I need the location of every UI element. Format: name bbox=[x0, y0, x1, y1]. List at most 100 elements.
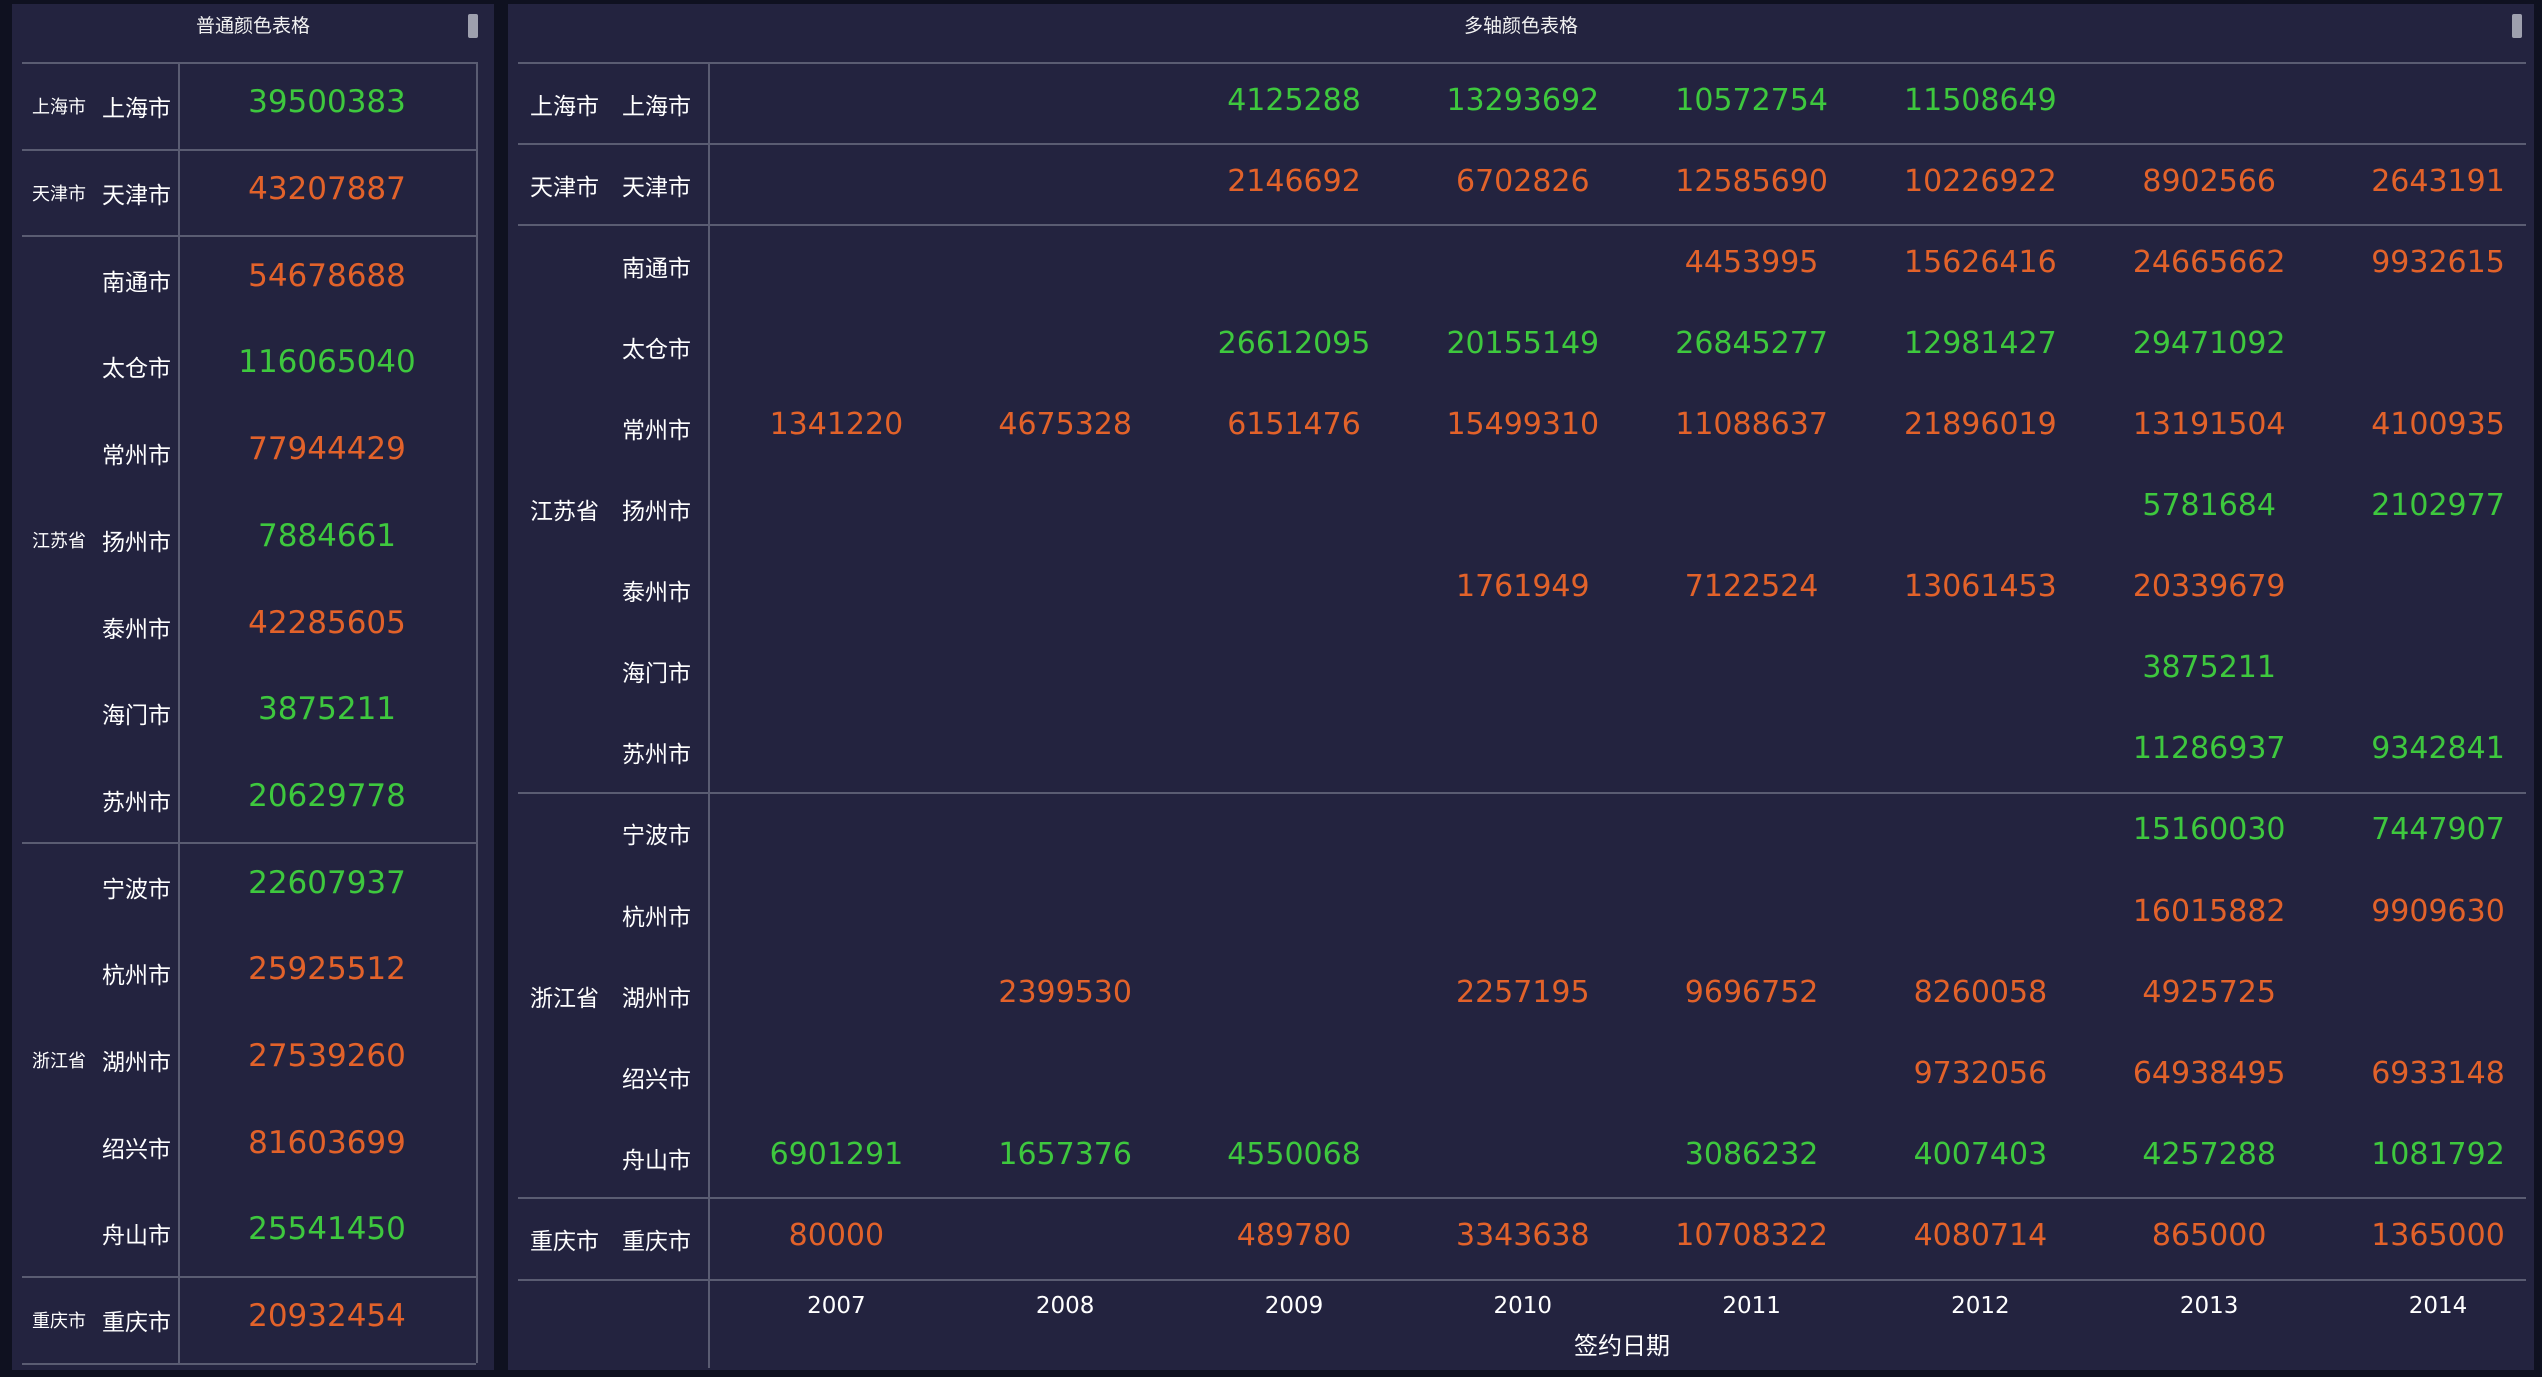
city-label: 重庆市 bbox=[622, 1228, 691, 1255]
province-label: 天津市 bbox=[530, 174, 599, 201]
city-label: 扬州市 bbox=[622, 499, 691, 526]
value-cell: 1081792 bbox=[2371, 1136, 2505, 1172]
value-cell: 15499310 bbox=[1446, 406, 1600, 442]
value-cell: 10708322 bbox=[1675, 1217, 1828, 1253]
city-label: 舟山市 bbox=[102, 1223, 171, 1250]
city-label: 杭州市 bbox=[622, 904, 691, 931]
city-label: 太仓市 bbox=[622, 336, 691, 363]
city-label: 宁波市 bbox=[102, 876, 171, 903]
city-label: 常州市 bbox=[622, 417, 691, 444]
year-tick-label: 2007 bbox=[807, 1292, 866, 1319]
value-cell: 4453995 bbox=[1684, 244, 1819, 280]
year-tick-label: 2012 bbox=[1951, 1292, 2010, 1319]
city-label: 常州市 bbox=[102, 443, 171, 470]
value-cell: 2102977 bbox=[2371, 488, 2505, 524]
city-label: 天津市 bbox=[622, 174, 691, 201]
year-tick-label: 2009 bbox=[1264, 1292, 1324, 1319]
value-cell: 2399530 bbox=[998, 974, 1132, 1010]
value-cell: 64938495 bbox=[2132, 1055, 2286, 1091]
group-divider bbox=[22, 235, 476, 238]
value-cell: 20932454 bbox=[248, 1298, 406, 1335]
year-tick-label: 2014 bbox=[2408, 1292, 2468, 1319]
year-tick-label: 2013 bbox=[2179, 1292, 2239, 1319]
value-cell: 2146692 bbox=[1227, 163, 1361, 199]
province-label: 浙江省 bbox=[32, 1051, 86, 1073]
column-divider bbox=[708, 62, 710, 1368]
city-label: 泰州市 bbox=[622, 580, 691, 607]
value-cell: 10572754 bbox=[1675, 82, 1828, 118]
value-cell: 9342841 bbox=[2371, 731, 2505, 767]
right-panel-scrollbar[interactable] bbox=[2512, 14, 2522, 38]
value-cell: 2257195 bbox=[1455, 974, 1590, 1010]
group-divider bbox=[518, 1197, 2526, 1200]
value-cell: 77944429 bbox=[248, 431, 406, 468]
value-cell: 9932615 bbox=[2371, 244, 2505, 280]
value-cell: 39500383 bbox=[248, 84, 406, 121]
value-cell: 21896019 bbox=[1904, 406, 2057, 442]
value-cell: 6702826 bbox=[1455, 163, 1590, 199]
year-tick-label: 2010 bbox=[1493, 1292, 1553, 1319]
value-cell: 5781684 bbox=[2142, 488, 2276, 524]
value-cell: 26612095 bbox=[1217, 325, 1371, 361]
value-cell: 4675328 bbox=[998, 406, 1132, 442]
year-tick-label: 2008 bbox=[1035, 1292, 1095, 1319]
value-cell: 9732056 bbox=[1913, 1055, 2048, 1091]
value-cell: 1657376 bbox=[998, 1136, 1132, 1172]
city-label: 舟山市 bbox=[622, 1147, 691, 1174]
multi-axis-color-table-title: 多轴颜色表格 bbox=[1463, 15, 1578, 37]
value-cell: 4550068 bbox=[1227, 1136, 1361, 1172]
value-cell: 3343638 bbox=[1455, 1217, 1590, 1253]
group-divider bbox=[518, 62, 2526, 64]
city-label: 南通市 bbox=[102, 269, 171, 296]
value-cell: 42285605 bbox=[248, 604, 406, 641]
city-label: 杭州市 bbox=[102, 963, 171, 990]
value-cell: 4007403 bbox=[1913, 1136, 2048, 1172]
city-label: 绍兴市 bbox=[102, 1136, 171, 1163]
value-cell: 9696752 bbox=[1684, 974, 1819, 1010]
value-cell: 25925512 bbox=[248, 951, 406, 988]
value-cell: 9909630 bbox=[2371, 893, 2505, 929]
value-cell: 25541450 bbox=[248, 1211, 406, 1248]
value-cell: 4080714 bbox=[1913, 1217, 2048, 1253]
city-label: 湖州市 bbox=[102, 1050, 171, 1077]
value-cell: 10226922 bbox=[1904, 163, 2057, 199]
value-cell: 1341220 bbox=[769, 406, 904, 442]
city-label: 海门市 bbox=[102, 703, 171, 730]
multi-axis-color-table-panel: 多轴颜色表格 上海市 上海市 4125288 13293692 10572754 1150… bbox=[508, 4, 2534, 1370]
value-cell: 27539260 bbox=[248, 1038, 406, 1075]
province-label: 浙江省 bbox=[530, 985, 599, 1012]
value-cell: 15160030 bbox=[2132, 812, 2286, 848]
value-cell: 11286937 bbox=[2132, 731, 2286, 767]
city-label: 绍兴市 bbox=[622, 1066, 691, 1093]
value-cell: 15626416 bbox=[1904, 244, 2057, 280]
value-cell: 20629778 bbox=[248, 777, 406, 814]
value-cell: 6933148 bbox=[2371, 1055, 2505, 1091]
value-cell: 4100935 bbox=[2371, 406, 2505, 442]
value-cell: 7447907 bbox=[2371, 812, 2505, 848]
value-cell: 81603699 bbox=[248, 1124, 406, 1161]
left-panel-scrollbar[interactable] bbox=[468, 14, 478, 38]
x-axis-title: 签约日期 bbox=[1574, 1332, 1670, 1360]
value-cell: 8902566 bbox=[2142, 163, 2276, 199]
value-cell: 29471092 bbox=[2132, 325, 2286, 361]
value-cell: 20339679 bbox=[2132, 569, 2286, 605]
city-label: 苏州市 bbox=[622, 742, 691, 769]
province-label: 重庆市 bbox=[32, 1311, 86, 1333]
value-cell: 865000 bbox=[2151, 1217, 2267, 1253]
value-cell: 6151476 bbox=[1227, 406, 1361, 442]
city-label: 海门市 bbox=[622, 661, 691, 688]
value-cell: 26845277 bbox=[1675, 325, 1828, 361]
city-label: 上海市 bbox=[102, 96, 171, 123]
value-cell: 11508649 bbox=[1904, 82, 2057, 118]
value-cell: 489780 bbox=[1236, 1217, 1352, 1253]
value-cell: 1365000 bbox=[2371, 1217, 2505, 1253]
column-divider bbox=[178, 62, 180, 1363]
value-cell: 13191504 bbox=[2132, 406, 2286, 442]
city-label: 重庆市 bbox=[102, 1310, 171, 1337]
province-label: 上海市 bbox=[530, 93, 599, 120]
value-cell: 80000 bbox=[788, 1217, 885, 1253]
group-divider bbox=[22, 1275, 476, 1278]
city-label: 泰州市 bbox=[102, 616, 171, 643]
table-bottom-border bbox=[518, 1278, 2526, 1281]
value-cell: 1761949 bbox=[1455, 569, 1590, 605]
